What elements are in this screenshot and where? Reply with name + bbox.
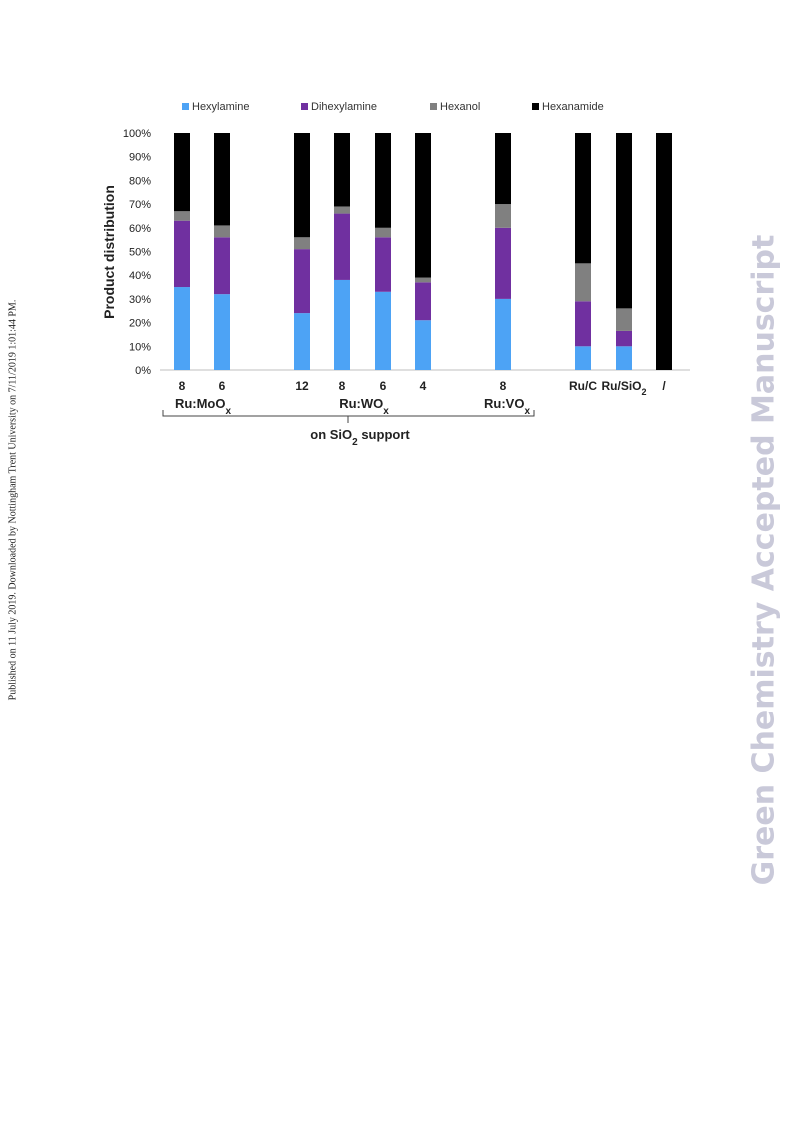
- bar-segment-hexanamide: [495, 133, 511, 205]
- bar-segment-hexanol: [375, 227, 391, 238]
- bar-segment-hexanamide: [616, 133, 632, 309]
- bar-segment-hexanamide: [174, 133, 190, 212]
- bar-segment-hexanamide: [334, 133, 350, 207]
- x-tick-label: Ru/C: [569, 379, 597, 393]
- bar-segment-hexylamine: [375, 291, 391, 370]
- bar-segment-hexanamide: [415, 133, 431, 278]
- legend-swatch-hexanol: [430, 103, 437, 110]
- y-tick-label: 70%: [129, 199, 151, 211]
- bar-segment-dihexylamine: [174, 220, 190, 288]
- legend-label-dihexylamine: Dihexylamine: [311, 101, 377, 113]
- bar-segment-hexanamide: [656, 133, 672, 370]
- bar-segment-dihexylamine: [616, 330, 632, 347]
- bar-segment-dihexylamine: [375, 237, 391, 292]
- y-tick-label: 90%: [129, 152, 151, 164]
- bar-segment-hexanol: [495, 204, 511, 228]
- bar-segment-hexanol: [415, 277, 431, 283]
- bar-segment-hexanamide: [294, 133, 310, 238]
- bar-segment-hexanol: [334, 206, 350, 214]
- bar-segment-hexylamine: [415, 320, 431, 370]
- y-tick-label: 10%: [129, 341, 151, 353]
- legend-label-hexanamide: Hexanamide: [542, 101, 604, 113]
- bar-segment-dihexylamine: [294, 249, 310, 314]
- bar-segment-dihexylamine: [214, 237, 230, 295]
- bar-segment-hexanamide: [375, 133, 391, 228]
- x-tick-label: Ru/SiO2: [601, 379, 646, 397]
- legend-swatch-dihexylamine: [301, 103, 308, 110]
- legend-swatch-hexanamide: [532, 103, 539, 110]
- bar-segment-hexanol: [214, 225, 230, 238]
- bar-segment-hexylamine: [174, 287, 190, 370]
- x-tick-label: 8: [179, 379, 186, 393]
- y-tick-label: 20%: [129, 318, 151, 330]
- y-axis-label: Product distribution: [101, 185, 117, 319]
- bar-segment-hexylamine: [214, 294, 230, 370]
- bar-segment-dihexylamine: [334, 213, 350, 280]
- bar-segment-hexanamide: [575, 133, 591, 264]
- bar-segment-dihexylamine: [575, 301, 591, 347]
- support-label: on SiO2 support: [310, 427, 410, 448]
- y-tick-label: 100%: [123, 128, 151, 140]
- bar-segment-hexanol: [174, 211, 190, 221]
- bar-segment-hexanol: [294, 237, 310, 250]
- bar-segment-dihexylamine: [495, 227, 511, 299]
- x-tick-label: 4: [420, 379, 427, 393]
- bar-segment-hexanol: [616, 308, 632, 331]
- bar-segment-hexylamine: [616, 346, 632, 370]
- bar-segment-hexylamine: [334, 279, 350, 370]
- x-tick-label: 6: [219, 379, 226, 393]
- x-tick-label: /: [662, 379, 666, 393]
- y-tick-label: 0%: [135, 365, 151, 377]
- bar-segment-hexanamide: [214, 133, 230, 226]
- bar-segment-hexylamine: [294, 313, 310, 370]
- x-tick-label: 12: [295, 379, 309, 393]
- y-tick-label: 60%: [129, 223, 151, 235]
- y-tick-label: 80%: [129, 175, 151, 187]
- legend-label-hexanol: Hexanol: [440, 101, 480, 113]
- x-tick-label: 8: [500, 379, 507, 393]
- bar-segment-hexanol: [575, 263, 591, 302]
- bar-segment-dihexylamine: [415, 282, 431, 321]
- group-label: Ru:VOx: [484, 396, 530, 417]
- legend-swatch-hexylamine: [182, 103, 189, 110]
- x-tick-label: 8: [339, 379, 346, 393]
- group-label: Ru:MoOx: [175, 396, 232, 417]
- bar-segment-hexylamine: [495, 298, 511, 370]
- y-tick-label: 30%: [129, 294, 151, 306]
- y-tick-label: 40%: [129, 270, 151, 282]
- bar-segment-hexylamine: [575, 346, 591, 370]
- y-tick-label: 50%: [129, 247, 151, 259]
- x-tick-label: 6: [380, 379, 387, 393]
- legend-label-hexylamine: Hexylamine: [192, 101, 249, 113]
- group-label: Ru:WOx: [339, 396, 389, 417]
